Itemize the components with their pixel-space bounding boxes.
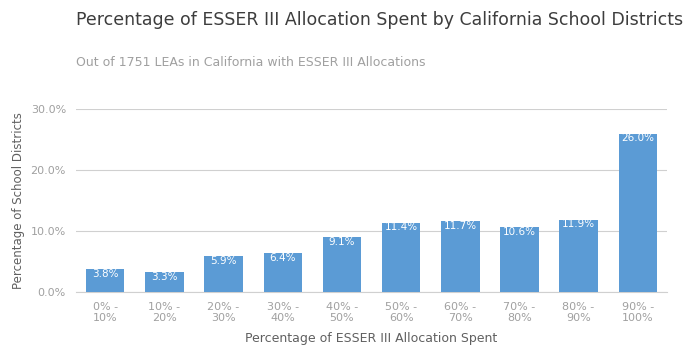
Y-axis label: Percentage of School Districts: Percentage of School Districts [12,112,25,289]
Bar [559,220,598,292]
Text: 11.9%: 11.9% [562,219,595,230]
Bar [86,269,125,292]
Bar [264,253,302,292]
Text: 10.6%: 10.6% [503,227,536,237]
Bar [382,222,420,292]
Bar [441,221,480,292]
Bar [619,133,657,292]
Bar [500,227,539,292]
Text: 6.4%: 6.4% [270,253,296,263]
Text: 5.9%: 5.9% [211,256,237,266]
Text: 9.1%: 9.1% [329,237,355,246]
Bar [145,272,184,292]
Text: Out of 1751 LEAs in California with ESSER III Allocations: Out of 1751 LEAs in California with ESSE… [76,56,425,69]
Bar [323,237,361,292]
Text: 3.3%: 3.3% [151,272,178,282]
Text: 11.7%: 11.7% [444,221,477,231]
X-axis label: Percentage of ESSER III Allocation Spent: Percentage of ESSER III Allocation Spent [246,332,497,345]
Text: 26.0%: 26.0% [621,133,654,143]
Text: Percentage of ESSER III Allocation Spent by California School Districts: Percentage of ESSER III Allocation Spent… [76,11,682,29]
Text: 3.8%: 3.8% [92,269,118,279]
Bar [204,256,243,292]
Text: 11.4%: 11.4% [385,222,418,232]
